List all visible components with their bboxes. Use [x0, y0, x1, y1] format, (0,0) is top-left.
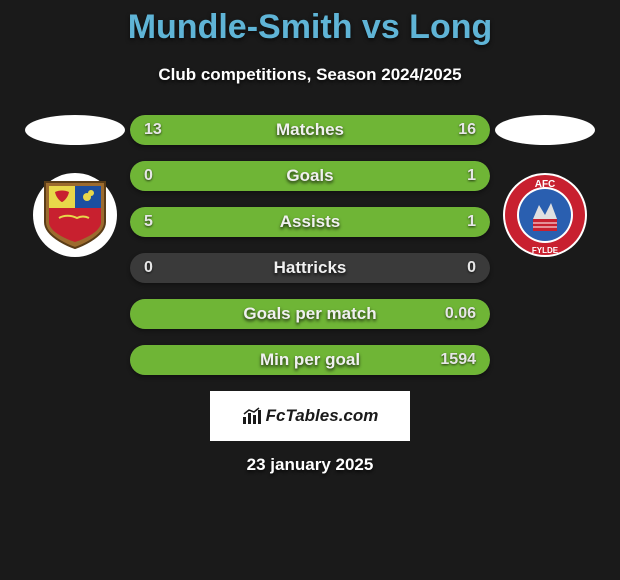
- stat-label: Goals per match: [243, 304, 376, 324]
- player-oval-right: [495, 115, 595, 145]
- stat-value-left: 5: [144, 213, 153, 231]
- stat-label: Matches: [276, 120, 344, 140]
- stat-value-left: 0: [144, 167, 153, 185]
- stat-value-right: 1594: [440, 351, 476, 369]
- stat-value-left: 0: [144, 259, 153, 277]
- subtitle: Club competitions, Season 2024/2025: [0, 65, 620, 85]
- club-crest-right: AFC FYLDE: [503, 173, 587, 257]
- stat-value-right: 0: [467, 259, 476, 277]
- chart-icon: [242, 407, 262, 425]
- stat-label: Goals: [286, 166, 333, 186]
- stat-value-right: 1: [467, 213, 476, 231]
- stat-bar: 0 1 Goals: [130, 161, 490, 191]
- shield-icon: [41, 178, 109, 252]
- stat-label: Hattricks: [274, 258, 347, 278]
- svg-text:FYLDE: FYLDE: [532, 246, 559, 255]
- club-crest-left: [33, 173, 117, 257]
- stat-value-right: 1: [467, 167, 476, 185]
- left-side: [20, 115, 130, 257]
- stat-bar: 1594 Min per goal: [130, 345, 490, 375]
- stat-value-right: 0.06: [445, 305, 476, 323]
- stat-bar: 0 0 Hattricks: [130, 253, 490, 283]
- badge-icon: AFC FYLDE: [503, 173, 587, 257]
- comparison-infographic: Mundle-Smith vs Long Club competitions, …: [0, 0, 620, 580]
- branding-text: FcTables.com: [266, 406, 379, 426]
- stat-bar: 5 1 Assists: [130, 207, 490, 237]
- stat-label: Min per goal: [260, 350, 360, 370]
- page-title: Mundle-Smith vs Long: [0, 8, 620, 47]
- stat-value-left: 13: [144, 121, 162, 139]
- stat-bar: 13 16 Matches: [130, 115, 490, 145]
- stat-label: Assists: [280, 212, 340, 232]
- stat-value-right: 16: [458, 121, 476, 139]
- branding-badge: FcTables.com: [210, 391, 410, 441]
- player-oval-left: [25, 115, 125, 145]
- right-side: AFC FYLDE: [490, 115, 600, 257]
- svg-text:AFC: AFC: [535, 179, 556, 190]
- stat-bar: 0.06 Goals per match: [130, 299, 490, 329]
- stat-bars: 13 16 Matches 0 1 Goals 5 1 Assists 0 0 Hattricks 0.…: [130, 115, 490, 375]
- date-label: 23 january 2025: [0, 455, 620, 475]
- comparison-row: 13 16 Matches 0 1 Goals 5 1 Assists 0 0 Hattricks 0.…: [0, 115, 620, 375]
